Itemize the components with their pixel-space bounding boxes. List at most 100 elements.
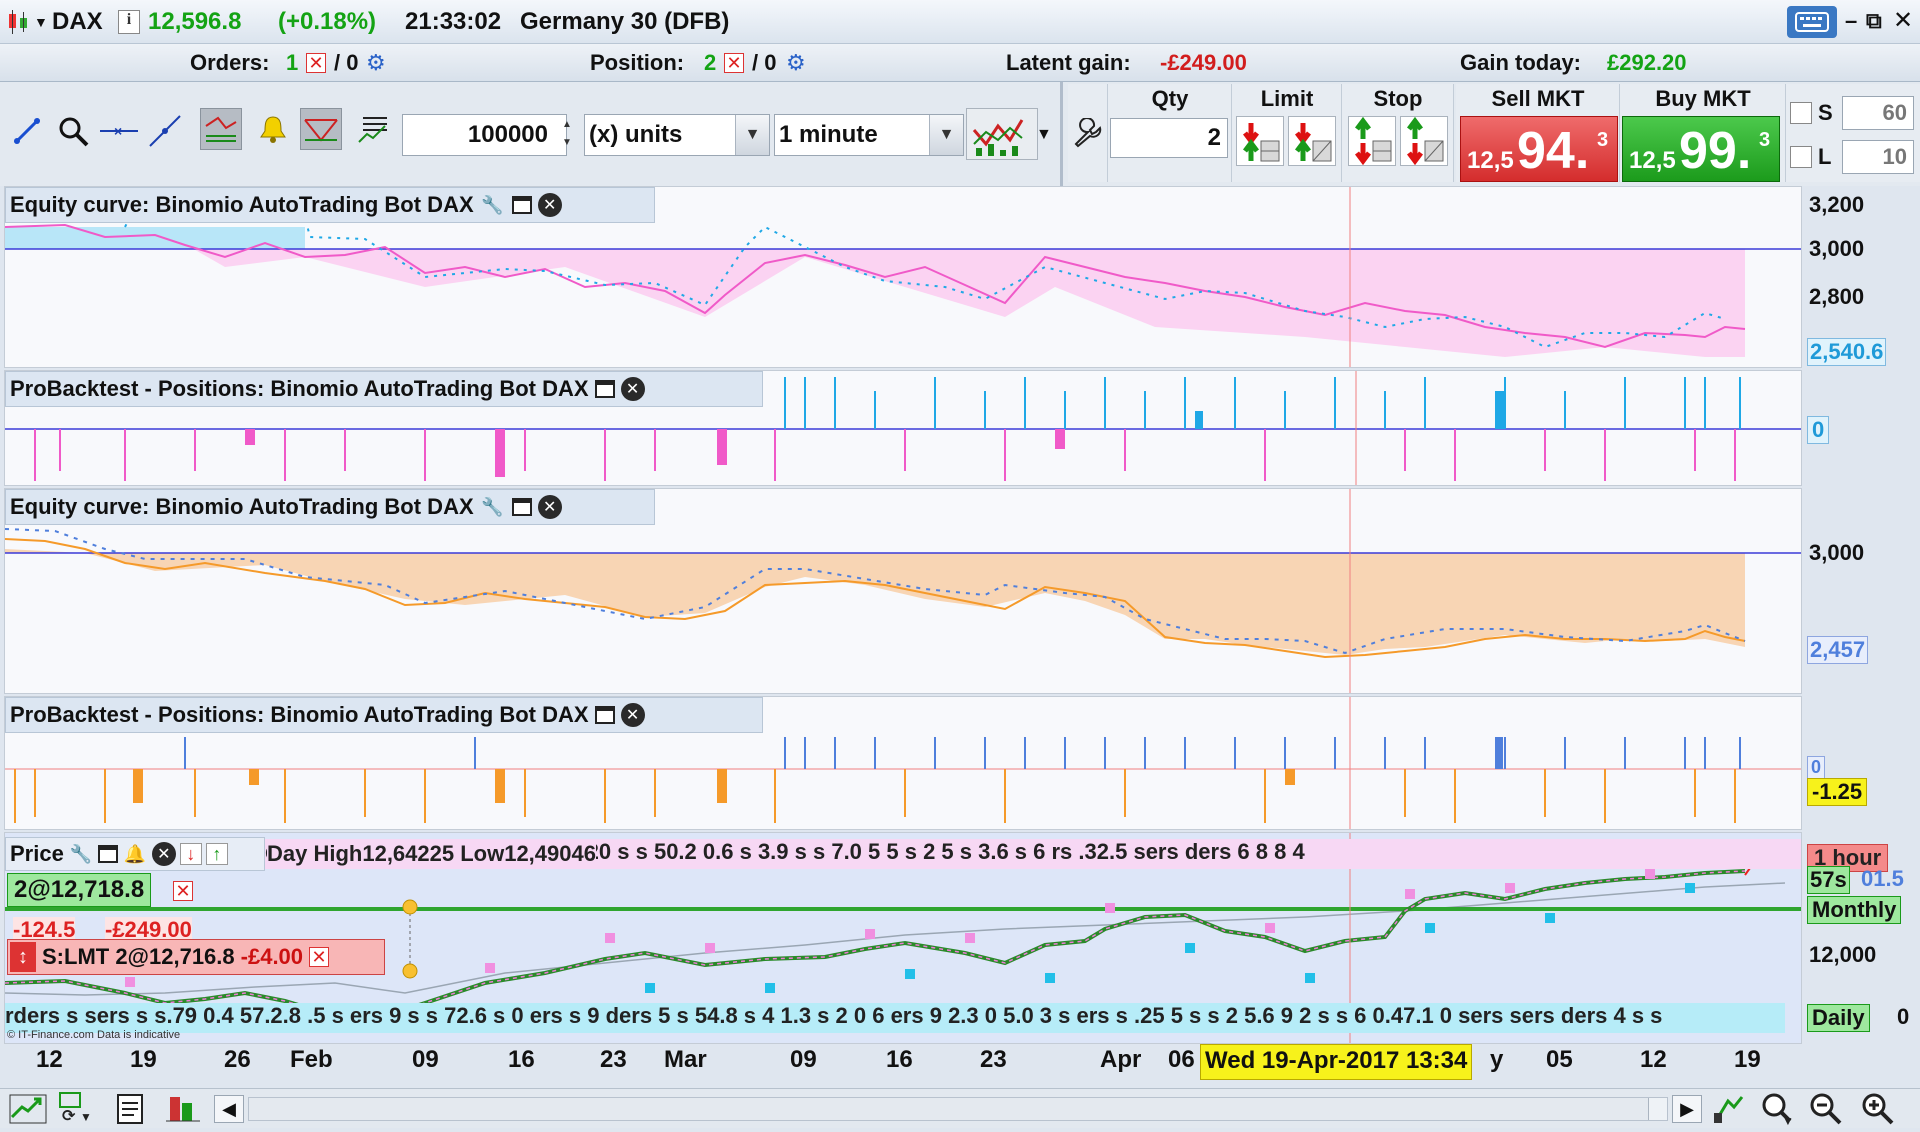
l-input[interactable]: 10 <box>1842 140 1914 174</box>
cursor-tool-icon[interactable] <box>6 110 48 152</box>
x-tick: y <box>1490 1046 1504 1073</box>
buy-market-button[interactable]: 12,5 99. 3 <box>1622 116 1780 182</box>
add-chart-icon[interactable] <box>8 1093 48 1130</box>
axis-tick: 12,000 <box>1809 942 1877 967</box>
close-icon[interactable]: ✕ <box>620 377 645 401</box>
close-icon[interactable]: ✕ <box>151 842 176 866</box>
positions-pane-2[interactable]: ProBacktest - Positions: Binomio AutoTra… <box>4 696 1802 830</box>
document-icon[interactable] <box>116 1093 144 1130</box>
qty-input[interactable]: 2 <box>1110 118 1228 158</box>
chevron-down-icon[interactable]: ▼ <box>929 115 963 155</box>
drawing-tools-icon[interactable] <box>1712 1093 1746 1130</box>
pane-title-bar[interactable]: ProBacktest - Positions: Binomio AutoTra… <box>5 371 763 407</box>
arrow-up-icon[interactable]: ↑ <box>205 843 228 865</box>
x-tick: 09 <box>790 1046 817 1073</box>
gear-icon[interactable]: ⚙ <box>366 50 386 75</box>
equity-axis-2: 3,000 2,457 <box>1805 540 1920 690</box>
window-icon[interactable] <box>594 380 615 398</box>
keyboard-icon[interactable] <box>1787 6 1837 38</box>
trade-annotations-bottom: rders s sers s s.79 0.4 57.2.8 .5 s ers … <box>5 1003 1785 1033</box>
x-tick: Mar <box>664 1046 707 1073</box>
chevron-down-icon[interactable]: ▼ <box>735 115 769 155</box>
close-icon[interactable]: ✕ <box>537 193 562 217</box>
close-icon[interactable]: ✕ <box>537 495 562 519</box>
pending-order[interactable]: ↕ S:LMT 2@12,716.8 -£4.00 ✕ <box>7 939 385 975</box>
pattern-tool-icon[interactable] <box>300 108 342 150</box>
pane-title-bar[interactable]: Equity curve: Binomio AutoTrading Bot DA… <box>5 187 655 223</box>
sell-tile: Sell MKT 12,5 94. 3 <box>1456 84 1620 182</box>
zoom-tool-icon[interactable] <box>52 110 94 152</box>
timeframe-select[interactable]: 1 minute ▼ <box>774 114 964 156</box>
wrench-icon[interactable]: 🔧 <box>481 496 504 517</box>
gear-icon[interactable]: ⚙ <box>786 50 806 75</box>
sell-market-button[interactable]: 12,5 94. 3 <box>1460 116 1618 182</box>
minimize-icon[interactable]: – <box>1845 8 1858 33</box>
divider <box>1060 82 1063 186</box>
wrench-icon[interactable]: 🔧 <box>481 194 504 215</box>
scrollbar-track[interactable] <box>248 1097 1668 1121</box>
equity-pane-2[interactable]: Equity curve: Binomio AutoTrading Bot DA… <box>4 488 1802 694</box>
last-value-label: 2,457 <box>1807 636 1869 664</box>
position-pl: -£249.00 <box>105 917 192 943</box>
alert-bell-icon[interactable] <box>252 108 294 150</box>
window-icon[interactable] <box>594 706 615 724</box>
close-window-icon[interactable]: ✕ <box>1893 7 1914 34</box>
quantity-input[interactable]: 100000 <box>402 114 567 156</box>
candle-countdown: 57s <box>1807 866 1850 894</box>
units-select[interactable]: (x) units ▼ <box>584 114 770 156</box>
cancel-order-icon[interactable]: ✕ <box>309 947 330 967</box>
positions-pane-1[interactable]: ProBacktest - Positions: Binomio AutoTra… <box>4 370 1802 486</box>
restore-icon[interactable]: ⧉ <box>1866 8 1882 33</box>
stop-tile: Stop <box>1342 84 1454 182</box>
close-position-icon[interactable]: ✕ <box>173 881 193 901</box>
zoom-out-icon[interactable] <box>1808 1091 1844 1132</box>
pane-title-bar[interactable]: ProBacktest - Positions: Binomio AutoTra… <box>5 697 763 733</box>
wrench-icon[interactable] <box>1072 117 1102 153</box>
close-positions-icon[interactable]: ✕ <box>724 53 744 73</box>
l-checkbox[interactable] <box>1790 146 1812 168</box>
wrench-icon[interactable]: 🔧 <box>69 843 93 864</box>
quantity-stepper[interactable]: ▲ ▼ <box>562 119 572 148</box>
limit-label: Limit <box>1260 86 1314 111</box>
scrollbar-thumb[interactable] <box>249 1098 1649 1120</box>
scroll-right-button[interactable]: ▶ <box>1672 1095 1702 1123</box>
trendline-icon[interactable] <box>144 110 186 152</box>
window-icon[interactable] <box>97 845 118 863</box>
cancel-orders-icon[interactable]: ✕ <box>306 53 326 73</box>
pane-title-bar[interactable]: Price 🔧 🔔 ✕ ↓ ↑ <box>5 837 265 871</box>
indicator-list-icon[interactable] <box>352 108 394 150</box>
chevron-down-icon[interactable]: ▼ <box>1036 126 1052 143</box>
pane-title: Equity curve: Binomio AutoTrading Bot DA… <box>10 494 474 519</box>
symbol: DAX <box>52 8 103 35</box>
x-tick: 23 <box>980 1046 1007 1073</box>
candlestick-icon[interactable] <box>6 8 30 41</box>
window-icon[interactable] <box>511 498 532 516</box>
zoom-fit-icon[interactable]: ▼ <box>1758 1091 1798 1132</box>
s-checkbox[interactable] <box>1790 102 1812 124</box>
zoom-in-icon[interactable] <box>1860 1091 1896 1132</box>
price-pane[interactable]: ders s 2.2 05.6 .2 13.2 6.9 0.5 2 20 s s… <box>4 832 1802 1044</box>
stop-buy-button[interactable] <box>1348 116 1396 166</box>
horizontal-line-icon[interactable]: × <box>98 110 140 152</box>
stop-sell-button[interactable] <box>1400 116 1448 166</box>
pane-title-bar[interactable]: Equity curve: Binomio AutoTrading Bot DA… <box>5 489 655 525</box>
position-label[interactable]: 2@12,718.8 <box>7 873 152 907</box>
alert-bell-icon[interactable]: 🔔 <box>123 843 147 864</box>
info-icon[interactable]: i <box>118 10 140 34</box>
window-icon[interactable] <box>511 196 532 214</box>
bar-chart-icon[interactable] <box>166 1093 200 1130</box>
scroll-left-button[interactable]: ◀ <box>214 1095 244 1123</box>
limit-sell-button[interactable] <box>1288 116 1336 166</box>
s-input[interactable]: 60 <box>1842 96 1914 130</box>
close-icon[interactable]: ✕ <box>620 703 645 727</box>
limit-buy-button[interactable] <box>1236 116 1284 166</box>
link-icon[interactable]: ⟳ ▼ <box>54 1091 94 1130</box>
axis-tick: 3,000 <box>1809 236 1865 261</box>
svg-text:⟳: ⟳ <box>62 1108 76 1125</box>
equity-pane-1[interactable]: Equity curve: Binomio AutoTrading Bot DA… <box>4 186 1802 368</box>
chevron-down-icon[interactable]: ▼ <box>34 14 48 30</box>
chart-type-icon[interactable] <box>966 108 1038 160</box>
drag-handle-icon[interactable]: ↕ <box>10 942 36 972</box>
channel-tool-icon[interactable] <box>200 108 242 150</box>
arrow-down-icon[interactable]: ↓ <box>179 843 202 865</box>
